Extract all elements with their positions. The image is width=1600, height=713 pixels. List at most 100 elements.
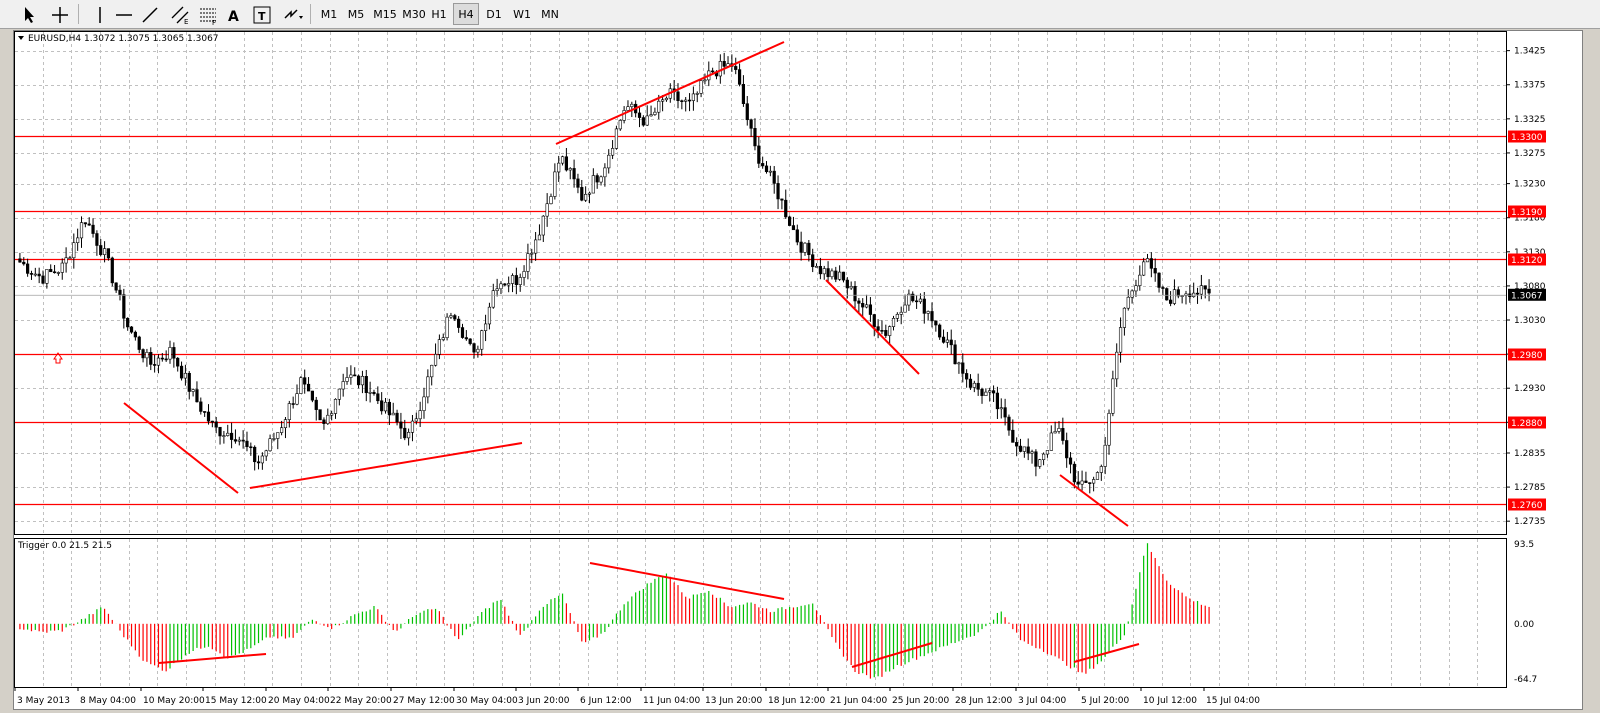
candle-body	[160, 357, 164, 360]
candle	[861, 298, 865, 318]
timeframe-w1-button[interactable]: W1	[513, 8, 531, 21]
candle-body	[784, 199, 788, 218]
candle	[953, 340, 957, 365]
timeframe-h1-button[interactable]: H1	[431, 8, 447, 21]
candle	[968, 374, 973, 390]
price-tick-label: 1.2735	[1514, 517, 1546, 527]
candle-body	[564, 156, 568, 171]
candle-body	[899, 311, 903, 315]
arrows-icon[interactable]	[280, 3, 303, 25]
candle-body	[526, 253, 530, 272]
candle-body	[1161, 287, 1165, 289]
candle-body	[122, 294, 126, 319]
timeframe-mn-button[interactable]: MN	[541, 8, 559, 21]
candle	[1165, 287, 1169, 301]
candle-body	[445, 316, 449, 338]
candle	[753, 118, 757, 151]
candle	[237, 436, 241, 446]
candle-body	[845, 279, 849, 289]
candle	[345, 367, 349, 385]
fibonacci-icon[interactable]: F	[196, 3, 218, 26]
candle-body	[699, 80, 703, 94]
candle	[907, 289, 911, 311]
candle	[930, 302, 934, 328]
candle-body	[734, 66, 738, 70]
price-tick-label: 1.3325	[1514, 115, 1546, 125]
candle	[322, 417, 326, 430]
horizontal-line-icon[interactable]	[112, 3, 134, 25]
candle	[1007, 414, 1011, 436]
candle	[980, 387, 984, 404]
chart-svg[interactable]: 1.34251.33751.33251.32751.32301.31801.31…	[14, 31, 1582, 709]
text-icon[interactable]: A	[222, 3, 244, 25]
candle	[129, 326, 134, 334]
candle-body	[449, 315, 453, 318]
time-axis-label: 8 May 04:00	[80, 696, 136, 706]
crosshair-icon[interactable]	[48, 3, 70, 25]
candle	[137, 335, 141, 354]
timeframe-d1-button[interactable]: D1	[486, 8, 502, 21]
candle-body	[395, 412, 399, 423]
candle-body	[1049, 432, 1053, 451]
candle-body	[1149, 258, 1153, 269]
candle	[822, 265, 826, 280]
equidistant-channel-icon[interactable]: E	[168, 3, 190, 26]
timeframe-h4-button[interactable]: H4	[453, 3, 479, 25]
candle	[803, 242, 807, 256]
candle-body	[995, 392, 1000, 410]
candle	[614, 125, 619, 150]
candle-body	[1011, 429, 1015, 443]
candle	[737, 63, 742, 87]
candle-body	[26, 263, 30, 274]
candle-body	[557, 162, 561, 173]
candle-body	[945, 339, 949, 343]
candle-body	[1092, 479, 1096, 484]
candle-body	[387, 401, 391, 416]
candle-body	[553, 171, 557, 197]
candle-body	[757, 145, 761, 164]
candle	[399, 412, 403, 439]
text-label-icon[interactable]: T	[250, 3, 272, 25]
candle	[1161, 285, 1165, 296]
candle-body	[853, 286, 857, 302]
candle	[587, 191, 592, 204]
candle-body	[318, 409, 322, 421]
candle	[1142, 257, 1146, 277]
candle-body	[1041, 453, 1046, 460]
candle-body	[776, 183, 780, 200]
vertical-line-icon[interactable]	[88, 3, 110, 25]
trendline-icon[interactable]	[138, 3, 160, 25]
timeframe-m15-button[interactable]: M15	[373, 8, 397, 21]
trendline	[123, 402, 239, 494]
candle-body	[653, 111, 657, 115]
candle-body	[99, 245, 103, 255]
time-axis-label: 3 Jun 20:00	[518, 696, 570, 706]
timeframe-m1-button[interactable]: M1	[320, 8, 338, 21]
candle	[195, 381, 199, 403]
time-axis-label: 15 May 12:00	[205, 696, 267, 706]
candle	[545, 193, 549, 227]
candle-body	[1126, 296, 1130, 309]
candle	[534, 231, 538, 261]
candle	[372, 389, 376, 396]
cursor-icon[interactable]	[18, 3, 40, 25]
candle	[945, 331, 949, 348]
candle	[464, 330, 468, 341]
candle	[176, 357, 180, 372]
candle-body	[822, 268, 826, 275]
candle-body	[206, 411, 211, 422]
candle	[864, 294, 869, 309]
candle-body	[1022, 446, 1026, 452]
candle-body	[857, 300, 861, 304]
candle	[368, 381, 372, 403]
timeframe-m30-button[interactable]: M30	[402, 8, 426, 21]
candle	[360, 370, 365, 394]
candle	[1088, 482, 1092, 494]
timeframe-m5-button[interactable]: M5	[347, 8, 365, 21]
chart-window[interactable]: 1.3425 1.3375 1.3325 1.3275 1.3230 1.3180 1.31…	[13, 30, 1583, 710]
candle	[510, 273, 515, 293]
candle-body	[341, 381, 345, 390]
candle	[903, 294, 907, 313]
candle	[699, 80, 703, 98]
candle-body	[722, 61, 726, 67]
